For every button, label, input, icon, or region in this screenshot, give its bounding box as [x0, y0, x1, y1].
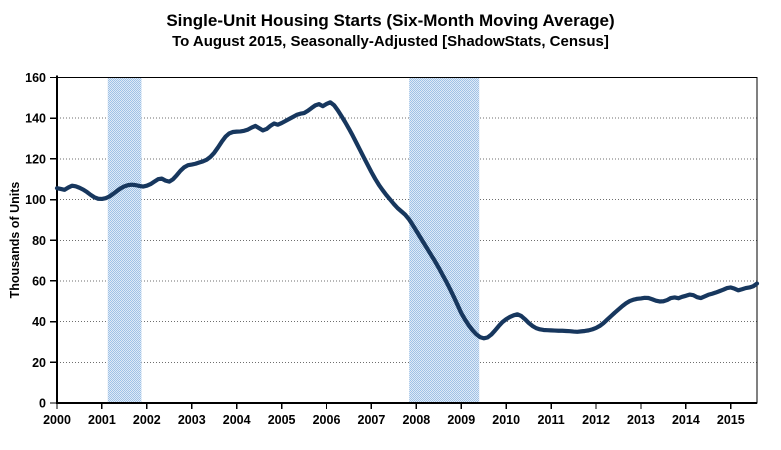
- x-tick-label: 2002: [133, 413, 161, 427]
- x-tick-label: 2006: [313, 413, 341, 427]
- x-tick-label: 2015: [717, 413, 745, 427]
- series-line: [54, 100, 760, 341]
- y-tick-label: 60: [32, 274, 46, 288]
- x-tick-label: 2010: [492, 413, 520, 427]
- recession-band: [107, 77, 142, 402]
- x-tick-label: 2013: [627, 413, 655, 427]
- x-tick-label: 2012: [582, 413, 610, 427]
- x-tick-label: 2000: [43, 413, 71, 427]
- y-tick-label: 20: [32, 356, 46, 370]
- x-tick-label: 2008: [402, 413, 430, 427]
- chart-subtitle: To August 2015, Seasonally-Adjusted [Sha…: [172, 33, 609, 50]
- y-tick-label: 160: [25, 71, 46, 85]
- x-tick-label: 2005: [268, 413, 296, 427]
- x-tick-label: 2014: [672, 413, 700, 427]
- y-tick-label: 0: [39, 397, 46, 411]
- chart-title: Single-Unit Housing Starts (Six-Month Mo…: [166, 11, 615, 30]
- y-tick-label: 100: [25, 193, 46, 207]
- x-tick-label: 2009: [447, 413, 475, 427]
- x-tick-label: 2001: [88, 413, 116, 427]
- x-tick-label: 2011: [538, 413, 565, 427]
- y-tick-label: 80: [32, 234, 46, 248]
- y-tick-label: 40: [32, 315, 46, 329]
- x-tick-label: 2003: [178, 413, 206, 427]
- x-tick-label: 2007: [358, 413, 386, 427]
- y-tick-label: 120: [25, 152, 46, 166]
- y-tick-label: 140: [25, 112, 46, 126]
- x-tick-label: 2004: [223, 413, 251, 427]
